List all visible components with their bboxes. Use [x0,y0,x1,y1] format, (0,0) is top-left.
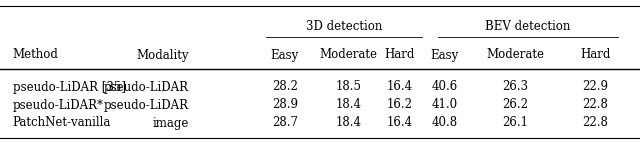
Text: Easy: Easy [431,49,459,61]
Text: pseudo-LiDAR: pseudo-LiDAR [104,98,189,111]
Text: 22.9: 22.9 [582,80,608,93]
Text: 26.2: 26.2 [502,98,528,111]
Text: BEV detection: BEV detection [485,19,571,33]
Text: 16.4: 16.4 [387,116,413,129]
Text: Moderate: Moderate [320,49,378,61]
Text: 28.2: 28.2 [272,80,298,93]
Text: 28.7: 28.7 [272,116,298,129]
Text: Modality: Modality [136,49,189,61]
Text: 28.9: 28.9 [272,98,298,111]
Text: 3D detection: 3D detection [306,19,382,33]
Text: 18.4: 18.4 [336,98,362,111]
Text: 22.8: 22.8 [582,116,608,129]
Text: Hard: Hard [580,49,611,61]
Text: image: image [152,116,189,129]
Text: pseudo-LiDAR: pseudo-LiDAR [104,80,189,93]
Text: 41.0: 41.0 [432,98,458,111]
Text: 18.5: 18.5 [336,80,362,93]
Text: pseudo-LiDAR [35]: pseudo-LiDAR [35] [13,80,126,93]
Text: 16.2: 16.2 [387,98,413,111]
Text: Easy: Easy [271,49,299,61]
Text: 16.4: 16.4 [387,80,413,93]
Text: pseudo-LiDAR*: pseudo-LiDAR* [13,98,104,111]
Text: PatchNet-vanilla: PatchNet-vanilla [13,116,111,129]
Text: 22.8: 22.8 [582,98,608,111]
Text: Moderate: Moderate [486,49,544,61]
Text: Hard: Hard [385,49,415,61]
Text: 26.3: 26.3 [502,80,528,93]
Text: 40.6: 40.6 [431,80,458,93]
Text: 26.1: 26.1 [502,116,528,129]
Text: 40.8: 40.8 [432,116,458,129]
Text: 18.4: 18.4 [336,116,362,129]
Text: Method: Method [13,49,59,61]
